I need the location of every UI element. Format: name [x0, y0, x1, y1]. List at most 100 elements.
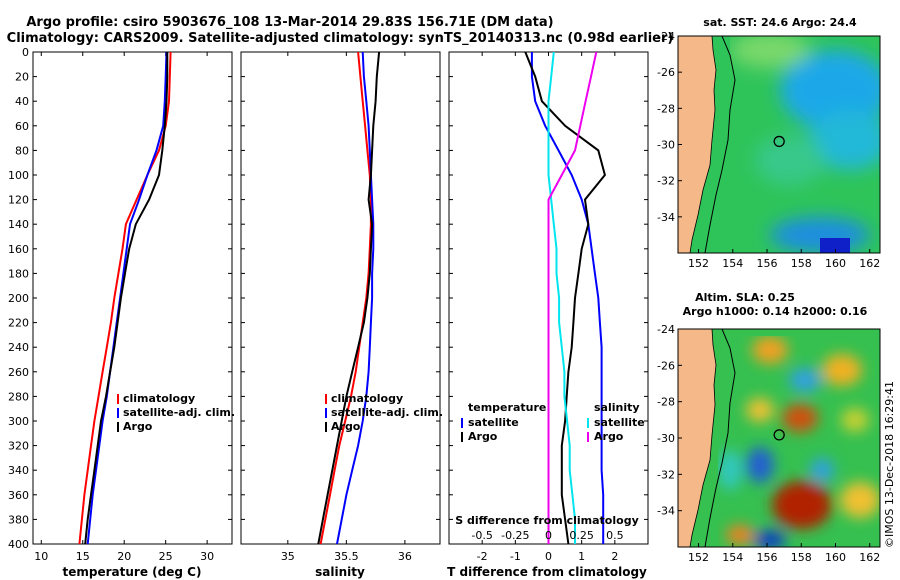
sla_map-ytick-3: -30	[657, 432, 675, 445]
sla_map-xtick-2: 156	[757, 551, 778, 564]
depth-tick-400: 400	[8, 538, 29, 551]
salinity-panel: 35 35.5 36 salinity climatologysatellite-a…	[240, 51, 443, 579]
sla_map-ytick-1: -26	[657, 359, 675, 372]
s-axis-tick-0: -0.5	[471, 529, 492, 542]
salinity-legend-1: satellite-adj. clim.	[331, 406, 443, 419]
sst-cold-patch	[820, 238, 850, 253]
difference-series-t-argo	[524, 51, 606, 545]
salinity-legend-0: climatology	[331, 392, 403, 405]
sst_map-xtick-0: 152	[688, 257, 709, 270]
sst_map-ytick-2: -28	[657, 102, 675, 115]
depth-tick-220: 220	[8, 317, 29, 330]
sla-coast-edge	[689, 329, 717, 547]
depth-tick-320: 320	[8, 440, 29, 453]
temperature-legend-1: satellite-adj. clim.	[123, 406, 235, 419]
difference-series-s-argo	[547, 51, 598, 544]
sst_map-ytick-4: -32	[657, 175, 675, 188]
sla-map-title: Altim. SLA: 0.25	[695, 291, 795, 304]
legend-salinity-header: salinity	[594, 401, 640, 414]
temperature-series-satellite-adj-clim-	[86, 51, 168, 545]
depth-tick-360: 360	[8, 489, 29, 502]
t-difference-axis-label: T difference from climatology	[447, 565, 647, 579]
sla-map: Altim. SLA: 0.25 Argo h1000: 0.14 h2000:…	[657, 291, 881, 564]
sla-argo-marker	[773, 429, 785, 441]
temperature-xtick-4: 30	[200, 550, 214, 563]
salinity-axis-label: salinity	[315, 565, 365, 579]
salinity-series-satellite-adj-clim-	[336, 51, 375, 545]
temperature-axis-label: temperature (deg C)	[63, 565, 202, 579]
s-axis-tick-4: 0.5	[606, 529, 624, 542]
depth-tick-0: 0	[22, 46, 29, 59]
sla_map-ytick-2: -28	[657, 396, 675, 409]
legend-t-satellite: satellite	[468, 416, 519, 429]
sla_map-ytick-0: -24	[657, 323, 675, 336]
sst-map-title: sat. SST: 24.6 Argo: 24.4	[703, 16, 857, 29]
s-axis-tick-1: -0.25	[501, 529, 529, 542]
difference-xtick-0: -2	[477, 550, 488, 563]
sst-coast-edge	[689, 36, 717, 253]
difference-xtick-2: 0	[545, 550, 552, 563]
sla_map-xtick-3: 158	[791, 551, 812, 564]
difference-xtick-1: -1	[510, 550, 521, 563]
title-line-1: Argo profile: csiro 5903676_108 13-Mar-2…	[26, 15, 553, 30]
depth-tick-340: 340	[8, 464, 29, 477]
temperature-series-climatology	[78, 51, 172, 545]
sst-argo-marker	[773, 135, 785, 148]
sst_map-xtick-1: 154	[722, 257, 743, 270]
temperature-legend-0: climatology	[123, 392, 195, 405]
salinity-xtick-0: 35	[281, 550, 295, 563]
sst_map-ytick-5: -34	[657, 211, 675, 224]
sst_map-ytick-1: -26	[657, 66, 675, 79]
salinity-legend-2: Argo	[331, 420, 361, 433]
difference-panel: -2 -1 0 1 2 S difference from climatology -0…	[447, 51, 649, 579]
salinity-series-climatology	[319, 51, 372, 545]
depth-tick-240: 240	[8, 341, 29, 354]
depth-tick-280: 280	[8, 390, 29, 403]
legend-temperature-header: temperature	[468, 401, 546, 414]
sla_map-ytick-4: -32	[657, 468, 675, 481]
sla_map-xtick-5: 162	[859, 551, 880, 564]
sst_map-xtick-3: 158	[791, 257, 812, 270]
legend-s-argo: Argo	[594, 430, 624, 443]
depth-tick-260: 260	[8, 366, 29, 379]
depth-tick-140: 140	[8, 218, 29, 231]
sla_map-xtick-1: 154	[722, 551, 743, 564]
temperature-plot-frame	[32, 51, 233, 545]
sst-map: sat. SST: 24.6 Argo: 24.4 152 154 156 158 16…	[657, 16, 881, 270]
depth-tick-40: 40	[15, 95, 29, 108]
sst_map-xtick-5: 162	[859, 257, 880, 270]
sst-shelf-contour	[704, 36, 736, 253]
difference-xtick-4: 2	[611, 550, 618, 563]
temperature-xtick-2: 20	[117, 550, 131, 563]
temperature-legend-2: Argo	[123, 420, 153, 433]
s-difference-axis-label: S difference from climatology	[455, 514, 639, 527]
salinity-xtick-2: 36	[398, 550, 412, 563]
difference-xtick-3: 1	[578, 550, 585, 563]
difference-series-t-satellite	[530, 52, 605, 544]
sst_map-xtick-4: 160	[825, 257, 846, 270]
depth-tick-100: 100	[8, 169, 29, 182]
sla_map-xtick-4: 160	[825, 551, 846, 564]
s-axis-tick-3: 0.25	[569, 529, 594, 542]
sla-land	[678, 329, 716, 547]
s-axis-tick-2: 0	[545, 529, 552, 542]
sst-land	[678, 36, 716, 253]
depth-tick-180: 180	[8, 267, 29, 280]
salinity-plot-frame	[240, 51, 441, 545]
depth-tick-200: 200	[8, 292, 29, 305]
temperature-xtick-3: 25	[159, 550, 173, 563]
sst_map-ytick-3: -30	[657, 139, 675, 152]
depth-tick-60: 60	[15, 120, 29, 133]
depth-tick-120: 120	[8, 194, 29, 207]
temperature-panel: 10 15 20 25 30 temperature (deg C) climatolo…	[32, 51, 235, 579]
sla_map-ytick-5: -34	[657, 505, 675, 518]
legend-s-satellite: satellite	[594, 416, 645, 429]
sst_map-ytick-0: -24	[657, 30, 675, 43]
temperature-xtick-1: 15	[76, 550, 90, 563]
imos-watermark: ©IMOS 13-Dec-2018 16:29:41	[883, 381, 896, 548]
sla-shelf-contour	[704, 329, 736, 547]
depth-tick-380: 380	[8, 513, 29, 526]
temperature-series-argo	[84, 52, 169, 545]
